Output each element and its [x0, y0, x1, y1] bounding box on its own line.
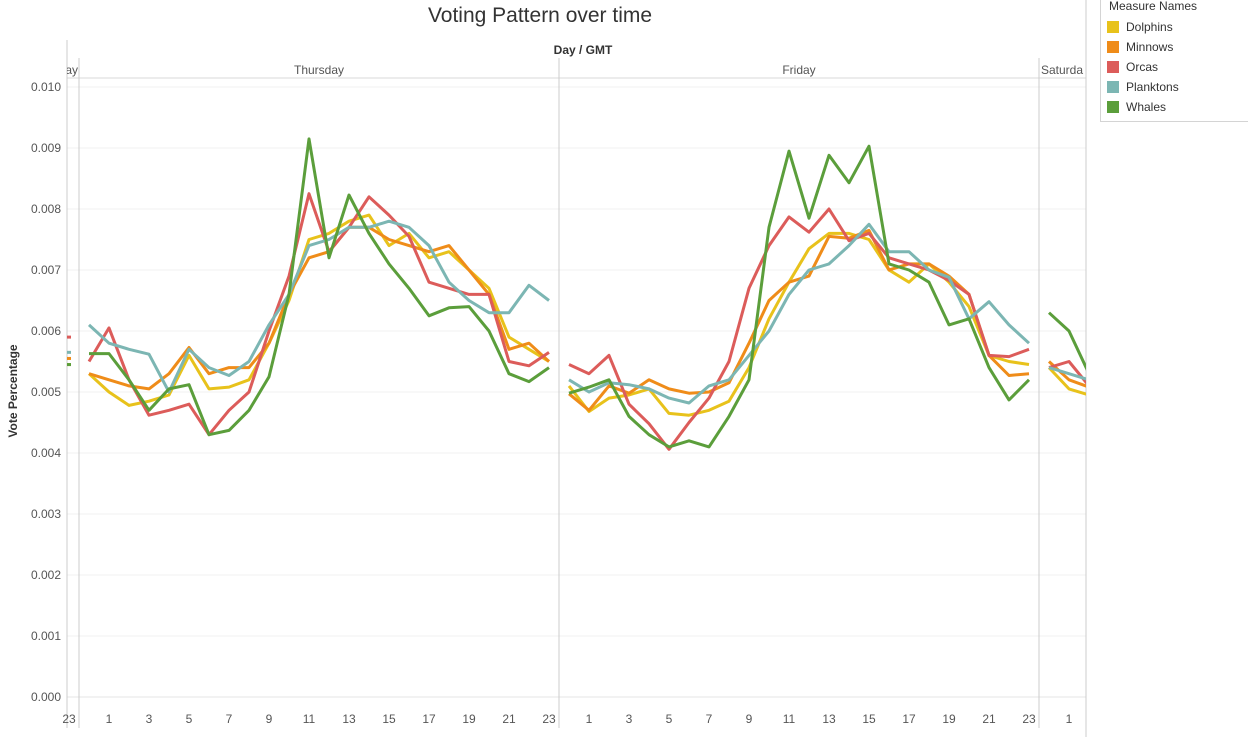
y-tick-label: 0.010	[31, 80, 61, 94]
x-tick-label: 3	[626, 712, 633, 726]
series-line-planktons	[568, 222, 1031, 405]
x-axis-title: Day / GMT	[554, 43, 613, 57]
y-tick-label: 0.006	[31, 324, 61, 338]
x-tick-label: 21	[982, 712, 996, 726]
series-line-whales	[1047, 311, 1086, 371]
x-tick-label: 9	[746, 712, 753, 726]
x-tick-label: 7	[226, 712, 233, 726]
x-tick-label: 23	[1022, 712, 1036, 726]
series-line-minnows	[88, 225, 551, 391]
x-tick-label: 3	[146, 712, 153, 726]
x-tick-label: 15	[382, 712, 396, 726]
series-line-orcas	[568, 207, 1030, 451]
x-tick-label: 13	[822, 712, 836, 726]
pane-label: Friday	[782, 63, 815, 77]
legend-swatch	[1107, 21, 1119, 33]
y-tick-label: 0.001	[31, 629, 61, 643]
line-chart: 0.000 0.001 0.002 0.003 0.004 0.005 0.006 0.007…	[6, 0, 1087, 737]
x-tick-label: 1	[586, 712, 593, 726]
x-tick-label: 11	[303, 712, 316, 726]
legend-item-orcas[interactable]: Orcas	[1101, 57, 1248, 77]
series-line-whales	[89, 137, 550, 437]
legend-item-planktons[interactable]: Planktons	[1101, 77, 1248, 97]
x-tick-label: 5	[666, 712, 673, 726]
pane-label: Thursday	[294, 63, 344, 77]
x-tick-label: 11	[783, 712, 796, 726]
series-line-orcas	[87, 192, 550, 437]
x-tick-label: 21	[502, 712, 516, 726]
legend: Measure Names Dolphins Minnows Orcas Plankt…	[1100, 0, 1248, 122]
y-tick-label: 0.004	[31, 446, 61, 460]
legend-swatch	[1107, 81, 1119, 93]
chart-title: Voting Pattern over time	[427, 4, 653, 27]
y-tick-label: 0.002	[31, 568, 61, 582]
x-tick-label: 13	[342, 712, 356, 726]
legend-swatch	[1107, 41, 1119, 53]
x-tick-label: 15	[862, 712, 876, 726]
legend-label: Orcas	[1126, 60, 1159, 74]
x-tick-label: 7	[706, 712, 713, 726]
legend-item-minnows[interactable]: Minnows	[1101, 37, 1248, 57]
y-tick-label: 0.000	[31, 690, 61, 704]
x-tick-label: 23	[542, 712, 556, 726]
legend-label: Whales	[1126, 100, 1167, 114]
legend-item-whales[interactable]: Whales	[1101, 97, 1248, 117]
legend-label: Minnows	[1126, 40, 1174, 54]
series-line-minnows	[1047, 360, 1086, 388]
legend-label: Dolphins	[1126, 20, 1173, 34]
pane-label: ay	[65, 63, 78, 77]
y-tick-label: 0.005	[31, 385, 61, 399]
x-tick-label: 1	[1066, 712, 1073, 726]
x-tick-label: 17	[422, 712, 436, 726]
legend-label: Planktons	[1126, 80, 1179, 94]
legend-title: Measure Names	[1109, 0, 1198, 13]
y-axis-title: Vote Percentage	[6, 344, 20, 437]
x-tick-label: 1	[106, 712, 113, 726]
y-tick-label: 0.009	[31, 141, 61, 155]
legend-swatch	[1107, 101, 1119, 113]
y-tick-label: 0.003	[31, 507, 61, 521]
series-line-minnows	[568, 228, 1030, 412]
x-tick-label: 19	[462, 712, 476, 726]
x-tick-label: 5	[186, 712, 193, 726]
legend-swatch	[1107, 61, 1119, 73]
x-tick-label: 23	[62, 712, 76, 726]
legend-item-dolphins[interactable]: Dolphins	[1101, 17, 1248, 37]
x-tick-label: 19	[942, 712, 956, 726]
legend-items: Dolphins Minnows Orcas Planktons Whales	[1101, 17, 1248, 117]
y-tick-label: 0.008	[31, 202, 61, 216]
x-tick-label: 9	[266, 712, 273, 726]
y-tick-label: 0.007	[31, 263, 61, 277]
series-line-planktons	[1048, 366, 1086, 381]
series-line-whales	[568, 144, 1031, 449]
pane-label: Saturda	[1041, 63, 1083, 77]
x-tick-label: 17	[902, 712, 916, 726]
series-line-dolphins	[1047, 366, 1086, 396]
series-line-planktons	[87, 219, 550, 394]
